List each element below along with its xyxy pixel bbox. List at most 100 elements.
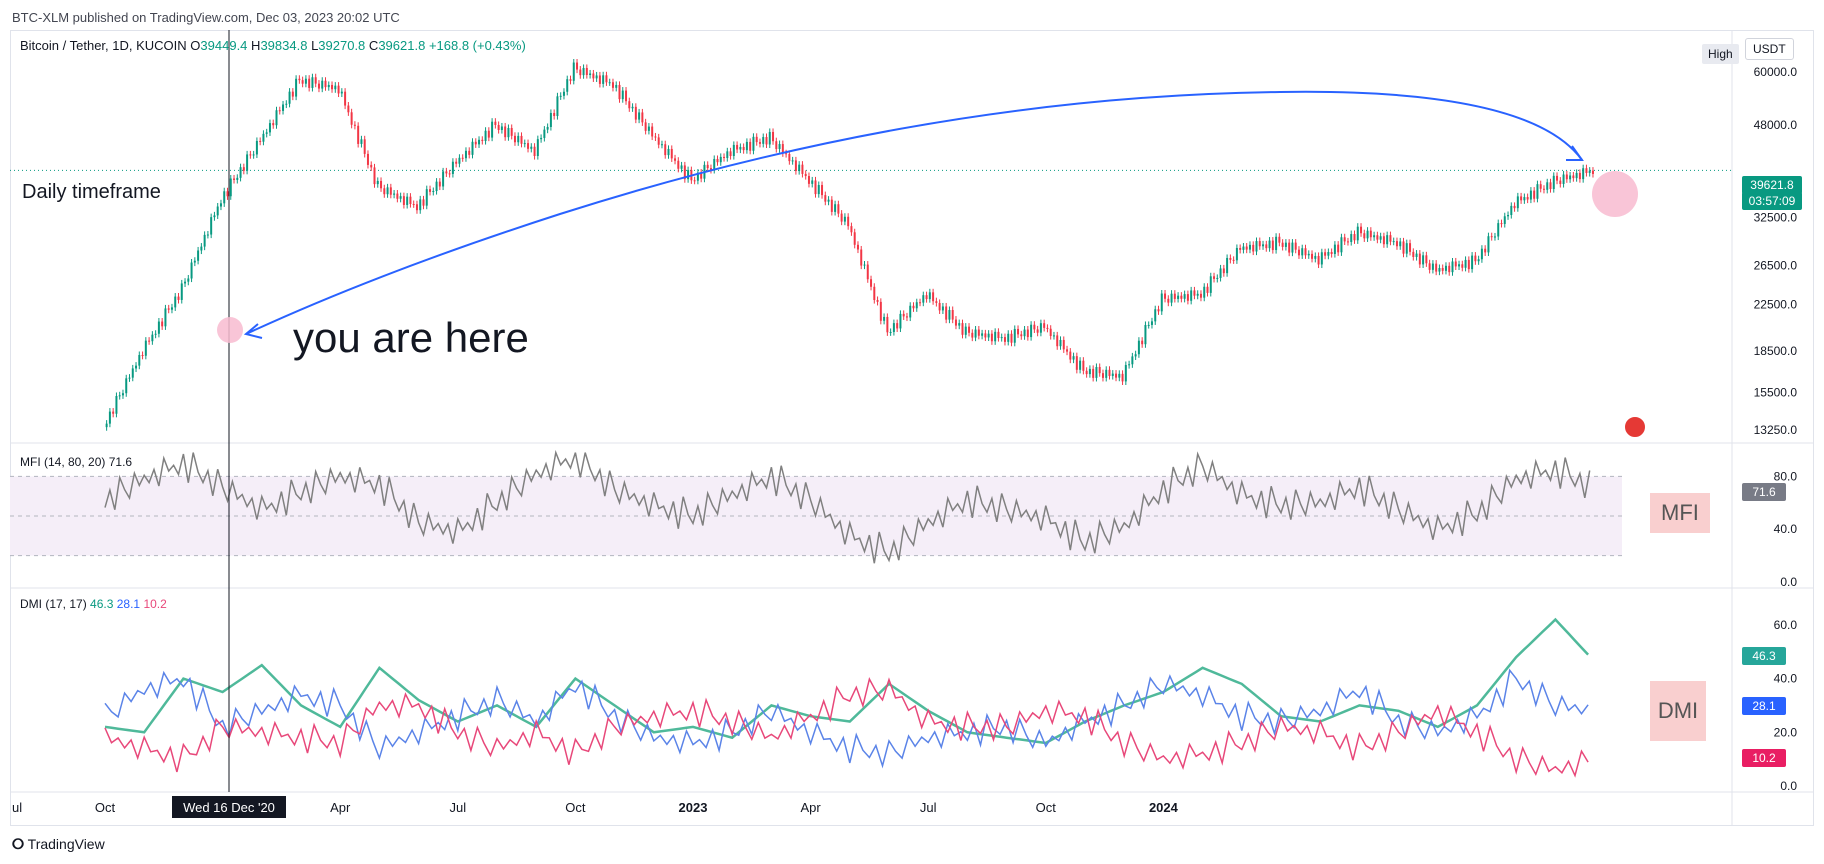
candle-body: [1121, 373, 1124, 382]
candle-body: [1510, 205, 1513, 215]
plus-di-line: [104, 668, 1589, 769]
candle-body: [1340, 237, 1343, 253]
candle-body: [108, 411, 111, 424]
candle-body: [951, 310, 954, 320]
candle-body: [892, 323, 895, 332]
candle-body: [873, 286, 876, 301]
candle-body: [1062, 339, 1065, 350]
candle-body: [1363, 233, 1366, 239]
candle-body: [1346, 241, 1349, 243]
candle-body: [249, 154, 252, 156]
candle-body: [1454, 261, 1457, 267]
footer-brand: ⭘ TradingView: [12, 836, 105, 853]
candle-body: [631, 106, 634, 109]
candle-body: [1248, 244, 1251, 250]
candle-body: [1301, 248, 1304, 256]
dmi-tag: DMI: [1650, 681, 1706, 741]
candle-body: [1167, 298, 1170, 303]
candle-body: [1141, 340, 1144, 345]
candle-body: [611, 82, 614, 88]
candle-body: [768, 131, 771, 145]
candle-body: [674, 158, 677, 161]
candle-body: [504, 126, 507, 138]
candle-body: [821, 185, 824, 196]
price-tick-label: 18500.0: [1754, 344, 1798, 358]
candle-body: [246, 154, 249, 171]
candle-body: [1386, 235, 1389, 245]
arrow-back-curve: [245, 90, 1583, 335]
candle-body: [1585, 168, 1588, 173]
candle-body: [363, 139, 366, 154]
candle-body: [1160, 293, 1163, 312]
highlight-circle-now: [1592, 171, 1638, 217]
candle-body: [742, 146, 745, 151]
candle-body: [755, 136, 758, 143]
candle-body: [1180, 295, 1183, 299]
candle-body: [974, 329, 977, 338]
candle-body: [1311, 253, 1314, 259]
candle-body: [1052, 335, 1055, 337]
candle-body: [419, 199, 422, 211]
candle-body: [190, 262, 193, 279]
candle-body: [357, 125, 360, 144]
candle-body: [1552, 175, 1555, 190]
candle-body: [830, 199, 833, 212]
candle-body: [994, 331, 997, 342]
candle-body: [987, 333, 990, 338]
candle-body: [1588, 170, 1591, 173]
open-value: 39449.4: [200, 38, 248, 53]
candle-body: [1183, 294, 1186, 299]
candle-body: [393, 193, 396, 195]
candle-body: [1500, 223, 1503, 225]
high-button[interactable]: High: [1702, 44, 1739, 64]
candle-body: [206, 234, 209, 236]
candle-body: [327, 84, 330, 88]
candle-body: [605, 75, 608, 83]
candle-body: [1075, 356, 1078, 370]
x-tick-label: Jul: [449, 800, 466, 815]
candle-body: [1304, 248, 1307, 256]
x-tick-label: Apr: [800, 800, 821, 815]
candle-body: [1461, 264, 1464, 268]
price-tick-label: 60000.0: [1754, 65, 1798, 79]
candle-body: [177, 296, 180, 300]
candle-body: [837, 204, 840, 214]
candle-body: [919, 302, 922, 304]
flag-icon[interactable]: [1623, 415, 1647, 439]
candle-body: [409, 196, 412, 205]
candle-body: [559, 95, 562, 97]
candle-body: [396, 193, 399, 199]
candle-body: [128, 377, 131, 379]
candle-body: [765, 137, 768, 145]
candle-body: [1441, 268, 1444, 271]
candle-body: [1157, 309, 1160, 312]
candle-body: [1101, 373, 1104, 378]
candle-body: [700, 172, 703, 179]
price-tick-label: 15500.0: [1754, 386, 1798, 400]
candle-body: [438, 181, 441, 187]
candle-body: [1245, 246, 1248, 250]
dmi-title-text: DMI (17, 17): [20, 597, 87, 611]
currency-button[interactable]: USDT: [1745, 38, 1794, 60]
candle-body: [1353, 234, 1356, 241]
candle-body: [1150, 321, 1153, 325]
adx-line: [104, 617, 1590, 745]
candle-body: [618, 84, 621, 100]
mfi-title-text: MFI (14, 80, 20): [20, 455, 106, 469]
mfi-tick-label: 0.0: [1780, 575, 1797, 589]
candle-body: [1373, 235, 1376, 238]
x-axis: JulOct2022AprJulOct2023AprJulOct2024ulWe…: [12, 30, 1179, 818]
candle-body: [138, 355, 141, 366]
candle-body: [804, 173, 807, 177]
candle-body: [1542, 188, 1545, 190]
candle-body: [948, 310, 951, 320]
candle-body: [455, 161, 458, 164]
candle-body: [801, 164, 804, 174]
crosshair-label: Wed 16 Dec '20: [183, 800, 275, 815]
candle-body: [298, 78, 301, 81]
candle-body: [1523, 197, 1526, 201]
candle-body: [157, 321, 160, 334]
candle-body: [1516, 196, 1519, 209]
candle-body: [1444, 265, 1447, 271]
